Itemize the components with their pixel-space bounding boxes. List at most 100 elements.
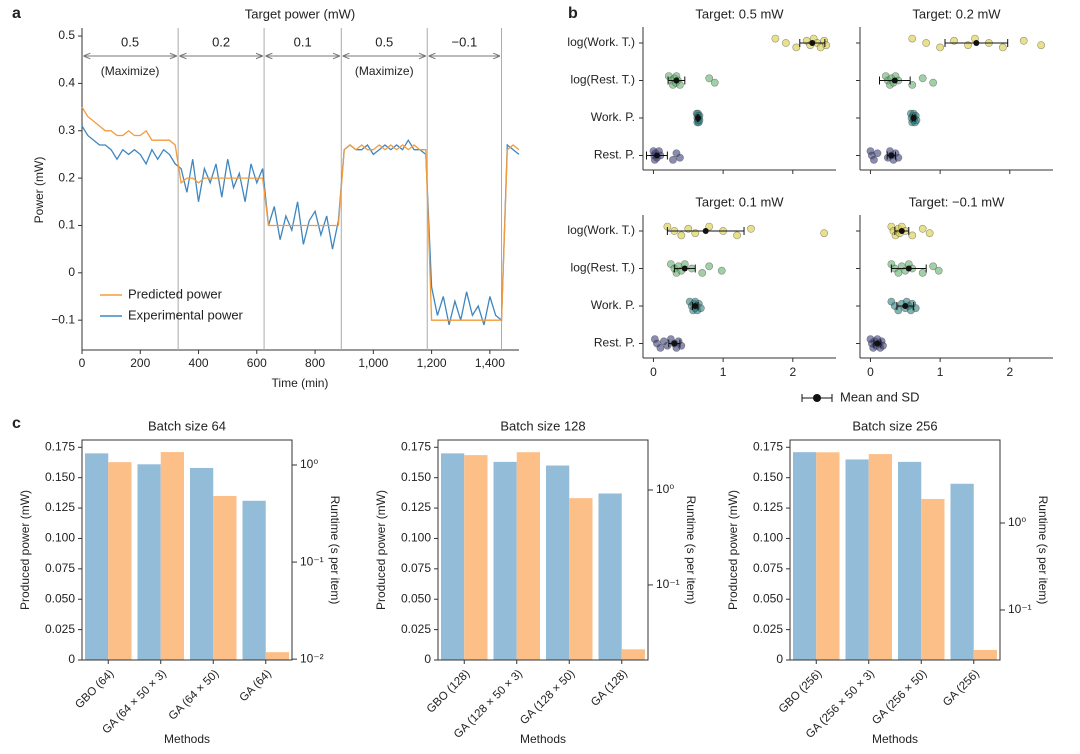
point (894, 268, 903, 277)
y-tick-label: 0.050 (45, 591, 75, 605)
point (669, 155, 677, 164)
y-tick-label: 0 (68, 265, 75, 279)
mean-dot (653, 152, 660, 159)
axes-frame (81, 439, 293, 661)
bar (793, 452, 817, 660)
point (820, 229, 829, 238)
y-tick-label: 0.175 (753, 439, 783, 453)
y-tick-label: 0.075 (45, 561, 75, 575)
point (705, 74, 714, 83)
y-tick-label: 0.150 (753, 470, 783, 484)
x-tick-label: 2 (1006, 365, 1013, 379)
y-tick-label: 0.175 (401, 439, 431, 453)
segment-label: 0.5 (121, 34, 139, 49)
x-tick-label: 0 (650, 365, 657, 379)
y-tick-label: 0.5 (58, 28, 75, 42)
panel-letter: b (568, 5, 578, 22)
y-tick-label: 0 (776, 652, 783, 666)
mean-dot (673, 77, 680, 84)
series-line (81, 106, 520, 321)
x-tick-label: GA (128 × 50) (518, 668, 577, 727)
y2-tick-label: 10⁰ (1008, 515, 1026, 529)
y-tick-label: 0.125 (45, 500, 75, 514)
legend-label: Predicted power (128, 286, 223, 301)
panel-letter: a (12, 5, 21, 22)
category-label: log(Work. T.) (567, 223, 635, 237)
point (747, 224, 755, 233)
point (656, 343, 665, 352)
point (894, 306, 903, 315)
bar (898, 461, 922, 660)
x-tick-label: 0 (79, 356, 86, 370)
y2-axis-label: Runtime (s per item) (328, 496, 342, 605)
point (771, 34, 780, 43)
bar (921, 498, 945, 660)
y2-tick-label: 10⁰ (656, 482, 674, 496)
bar (242, 500, 266, 660)
mean-dot (905, 265, 912, 272)
category-label: log(Rest. T.) (571, 73, 635, 87)
legend-label: Experimental power (128, 307, 244, 322)
point (908, 34, 917, 43)
y-tick-label: 0.4 (58, 76, 75, 90)
series-line (81, 125, 520, 326)
axes-frame (437, 439, 649, 661)
mean-dot (809, 40, 816, 46)
x-tick-label: 400 (189, 356, 209, 370)
point (733, 231, 741, 240)
legend-dot (813, 394, 821, 402)
bar (950, 483, 974, 660)
y2-tick-label: 10⁻² (300, 651, 324, 665)
mean-dot (888, 152, 895, 159)
point (710, 78, 719, 87)
point (918, 74, 927, 83)
point (1037, 41, 1046, 50)
y2-axis-label: Runtime (s per item) (684, 496, 698, 605)
y-tick-label: 0.025 (401, 622, 431, 636)
y-tick-label: 0.125 (401, 500, 431, 514)
point (908, 231, 917, 240)
y-axis-label: Produced power (mW) (18, 490, 32, 610)
y-tick-label: 0 (424, 652, 431, 666)
x-tick-label: GA (64) (237, 668, 274, 705)
y-tick-label: 0.125 (753, 500, 783, 514)
x-tick-label: 1 (720, 365, 727, 379)
bar (816, 452, 840, 660)
point (705, 222, 714, 231)
panel-letter: c (12, 415, 21, 432)
point (676, 81, 684, 89)
x-axis-label: Methods (164, 732, 210, 746)
category-label: Rest. P. (594, 336, 635, 350)
mean-dot (692, 303, 699, 309)
x-tick-label: 200 (130, 356, 150, 370)
y-tick-label: 0.075 (401, 561, 431, 575)
x-tick-label: 600 (247, 356, 267, 370)
bar (868, 454, 892, 660)
bar (598, 493, 622, 660)
mean-dot (973, 40, 980, 46)
category-label: Work. P. (591, 110, 635, 124)
y-tick-label: 0 (68, 652, 75, 666)
chart-title: Batch size 64 (148, 418, 226, 433)
x-axis-label: Time (min) (272, 376, 329, 390)
x-tick-label: GA (64 × 50) (167, 668, 222, 723)
mean-dot (681, 265, 688, 272)
bar (190, 467, 214, 660)
bar (621, 649, 645, 660)
y-tick-label: 0.175 (45, 439, 75, 453)
point (925, 229, 934, 238)
bar (213, 495, 237, 660)
point (894, 153, 903, 162)
category-label: log(Rest. T.) (571, 261, 635, 275)
y-tick-label: 0.025 (753, 622, 783, 636)
bar (441, 453, 465, 660)
y2-tick-label: 10⁻¹ (300, 554, 324, 568)
point (918, 224, 927, 233)
mean-dot (910, 115, 917, 121)
y-tick-label: 0.1 (58, 218, 75, 232)
x-axis-label: Methods (872, 732, 918, 746)
segment-note: (Maximize) (355, 64, 414, 78)
bar (516, 452, 540, 660)
x-tick-label: 1,400 (475, 356, 505, 370)
